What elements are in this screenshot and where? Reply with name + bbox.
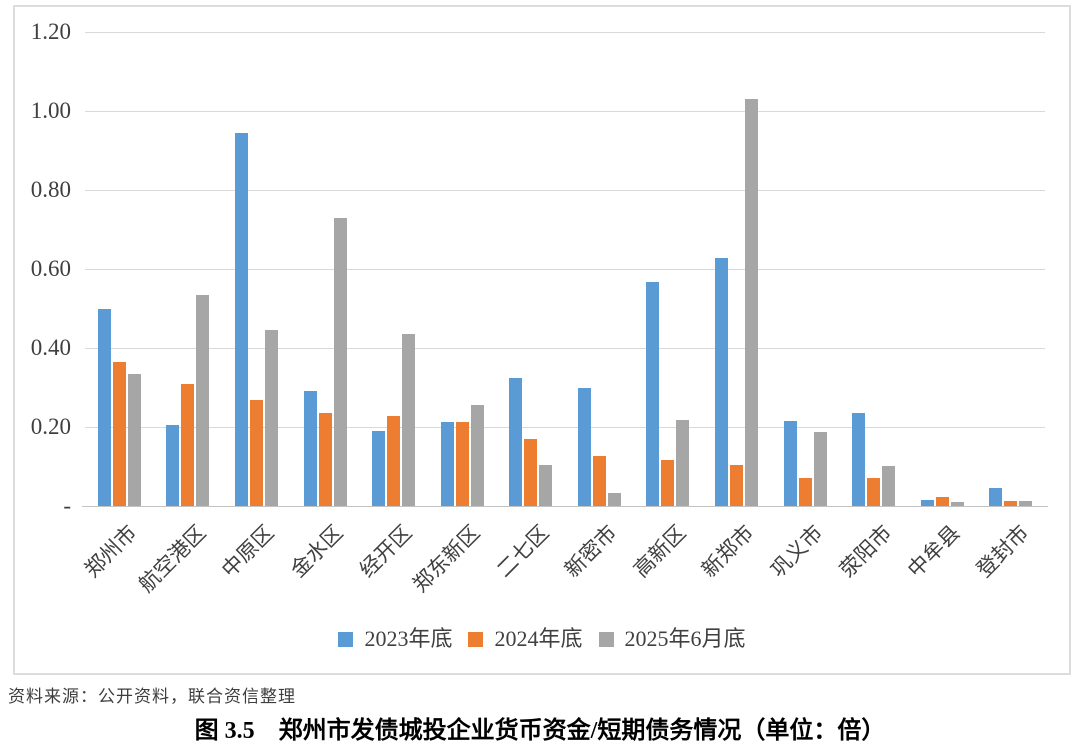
bar-巩义市-2023年底 <box>783 421 797 506</box>
bar-金水区-2023年底 <box>303 391 317 506</box>
y-tick-label: 1.00 <box>30 98 71 123</box>
bar-郑州市-2025年6月底 <box>127 373 141 506</box>
bar-经开区-2024年底 <box>387 415 401 506</box>
bar-新郑市-2024年底 <box>729 464 743 506</box>
bar-高新区-2024年底 <box>661 459 675 506</box>
bar-金水区-2024年底 <box>318 413 332 506</box>
bar-中原区-2024年底 <box>249 400 263 506</box>
legend-swatch-icon <box>598 631 614 647</box>
bar-新郑市-2025年6月底 <box>744 99 758 506</box>
gridline <box>85 427 1045 428</box>
gridline <box>85 32 1045 33</box>
y-tick-label: 0.20 <box>30 414 71 439</box>
bar-中牟县-2025年6月底 <box>950 502 964 506</box>
bar-荥阳市-2024年底 <box>867 478 881 506</box>
bar-郑东新区-2024年底 <box>455 421 469 506</box>
gridline <box>85 111 1045 112</box>
bar-登封市-2023年底 <box>989 488 1003 506</box>
bar-经开区-2025年6月底 <box>402 334 416 506</box>
bar-登封市-2024年底 <box>1004 500 1018 506</box>
bar-金水区-2025年6月底 <box>333 217 347 506</box>
gridline <box>85 190 1045 191</box>
bar-二七区-2025年6月底 <box>539 464 553 506</box>
bar-荥阳市-2025年6月底 <box>882 465 896 506</box>
legend-swatch-icon <box>468 631 484 647</box>
bar-中牟县-2024年底 <box>935 497 949 506</box>
bar-巩义市-2025年6月底 <box>813 432 827 506</box>
legend-label: 2024年底 <box>494 626 583 651</box>
bar-登封市-2025年6月底 <box>1019 501 1033 506</box>
bar-郑东新区-2023年底 <box>440 421 454 506</box>
legend-swatch-icon <box>338 631 354 647</box>
legend-item-2024年底: 2024年底 <box>468 625 583 653</box>
bar-经开区-2023年底 <box>372 430 386 506</box>
legend-item-2025年6月底: 2025年6月底 <box>598 625 746 653</box>
bar-荥阳市-2023年底 <box>852 413 866 506</box>
y-tick-label: 0.40 <box>30 335 71 360</box>
gridline <box>85 269 1045 270</box>
y-tick-label: - <box>63 493 71 518</box>
bar-新密市-2025年6月底 <box>607 493 621 506</box>
bar-中牟县-2023年底 <box>920 500 934 506</box>
bar-航空港区-2023年底 <box>166 425 180 506</box>
bar-郑州市-2024年底 <box>112 361 126 506</box>
legend: 2023年底 2024年底 2025年6月底 <box>15 625 1069 653</box>
source-note: 资料来源：公开资料，联合资信整理 <box>8 687 296 706</box>
y-tick-label: 1.20 <box>30 19 71 44</box>
bar-二七区-2023年底 <box>509 377 523 506</box>
chart-frame: 1.20 1.00 0.80 0.60 0.40 0.20- 郑州市 航空港区 中原区 金水区 经开… <box>13 5 1071 675</box>
bar-新郑市-2023年底 <box>714 257 728 506</box>
bar-新密市-2023年底 <box>577 387 591 506</box>
legend-label: 2023年底 <box>364 626 453 651</box>
bar-新密市-2024年底 <box>592 455 606 506</box>
bar-巩义市-2024年底 <box>798 478 812 506</box>
bar-航空港区-2024年底 <box>181 383 195 506</box>
bar-中原区-2023年底 <box>234 132 248 506</box>
x-axis-line <box>82 506 1048 507</box>
bar-高新区-2023年底 <box>646 282 660 506</box>
bar-中原区-2025年6月底 <box>264 330 278 506</box>
figure-caption: 图 3.5 郑州市发债城投企业货币资金/短期债务情况（单位：倍） <box>194 718 886 744</box>
y-tick-label: 0.80 <box>30 177 71 202</box>
bar-航空港区-2025年6月底 <box>196 294 210 506</box>
bar-高新区-2025年6月底 <box>676 420 690 506</box>
bar-郑东新区-2025年6月底 <box>470 405 484 506</box>
y-tick-label: 0.60 <box>30 256 71 281</box>
legend-item-2023年底: 2023年底 <box>338 625 452 653</box>
bar-二七区-2024年底 <box>524 438 538 506</box>
gridline <box>85 348 1045 349</box>
plot-area: 1.20 1.00 0.80 0.60 0.40 0.20- 郑州市 航空港区 中原区 金水区 经开… <box>31 19 1048 597</box>
legend-label: 2025年6月底 <box>624 626 746 651</box>
bar-郑州市-2023年底 <box>97 308 111 506</box>
